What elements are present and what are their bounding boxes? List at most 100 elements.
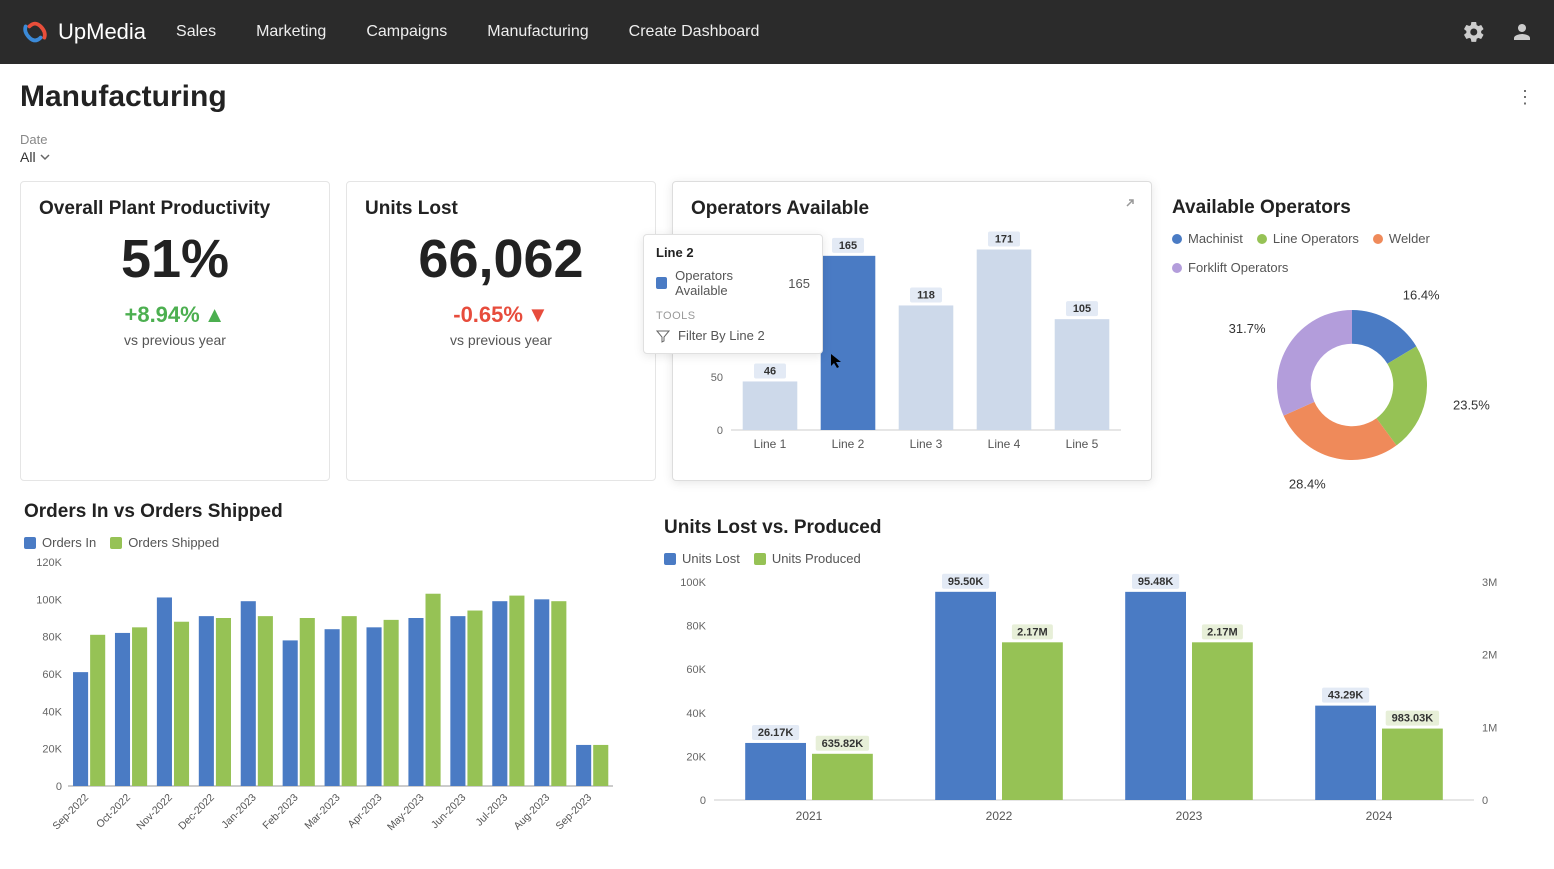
nav-item-create-dashboard[interactable]: Create Dashboard: [629, 23, 760, 41]
svg-text:60K: 60K: [42, 669, 62, 681]
topbar: UpMedia Sales Marketing Campaigns Manufa…: [0, 0, 1554, 64]
card-units-lost: Units Lost 66,062 -0.65% ▼ vs previous y…: [346, 181, 656, 481]
legend-item[interactable]: Forklift Operators: [1172, 260, 1288, 275]
tooltip-tools-label: TOOLS: [656, 310, 810, 322]
svg-text:Line 3: Line 3: [910, 437, 943, 451]
svg-text:Line 2: Line 2: [832, 437, 865, 451]
svg-text:171: 171: [995, 234, 1013, 246]
svg-text:Sep-2022: Sep-2022: [50, 792, 91, 833]
kpi-change: -0.65% ▼: [365, 302, 637, 328]
units-lost-produced-chart[interactable]: 020K40K60K80K100K01M2M3M26.17K635.82K202…: [664, 572, 1514, 832]
user-icon[interactable]: [1510, 20, 1534, 44]
tooltip-filter-action[interactable]: Filter By Line 2: [656, 328, 810, 343]
triangle-up-icon: ▲: [204, 302, 226, 328]
svg-text:983.03K: 983.03K: [1392, 713, 1434, 725]
svg-text:40K: 40K: [42, 706, 62, 718]
svg-text:105: 105: [1073, 303, 1091, 315]
svg-text:Oct-2022: Oct-2022: [94, 792, 133, 831]
svg-text:40K: 40K: [686, 708, 706, 720]
orders-legend: Orders In Orders Shipped: [24, 535, 636, 550]
kpi-sub: vs previous year: [39, 332, 311, 348]
svg-text:1M: 1M: [1482, 722, 1497, 734]
cursor-icon: [829, 352, 845, 368]
tooltip-filter-label: Filter By Line 2: [678, 328, 765, 343]
nav-item-campaigns[interactable]: Campaigns: [366, 23, 447, 41]
svg-text:3M: 3M: [1482, 577, 1497, 589]
svg-text:95.48K: 95.48K: [1138, 576, 1174, 588]
tooltip-swatch: [656, 277, 667, 289]
svg-text:Jul-2023: Jul-2023: [473, 792, 510, 829]
date-filter[interactable]: Date All: [20, 132, 1534, 165]
svg-text:0: 0: [56, 781, 62, 793]
svg-text:100K: 100K: [36, 594, 62, 606]
page-title: Manufacturing: [20, 80, 227, 114]
topbar-actions: [1462, 20, 1534, 44]
legend-item[interactable]: Units Lost: [664, 551, 740, 566]
kpi-value: 51%: [39, 228, 311, 290]
svg-text:2024: 2024: [1366, 809, 1393, 823]
svg-text:2022: 2022: [986, 809, 1013, 823]
available-operators-donut[interactable]: 16.4%23.5%28.4%31.7%: [1172, 275, 1532, 495]
legend-item[interactable]: Line Operators: [1257, 231, 1359, 246]
legend-item[interactable]: Machinist: [1172, 231, 1243, 246]
svg-text:118: 118: [917, 289, 935, 301]
svg-text:0: 0: [700, 795, 706, 807]
svg-text:Apr-2023: Apr-2023: [346, 792, 385, 831]
svg-text:165: 165: [839, 240, 857, 252]
card-title: Available Operators: [1172, 197, 1544, 219]
svg-text:Sep-2023: Sep-2023: [553, 792, 594, 833]
filter-icon: [656, 329, 670, 343]
svg-text:120K: 120K: [36, 557, 62, 569]
nav-item-manufacturing[interactable]: Manufacturing: [487, 23, 588, 41]
svg-text:60K: 60K: [686, 664, 706, 676]
svg-text:2.17M: 2.17M: [1017, 626, 1048, 638]
chevron-down-icon: [40, 152, 50, 162]
svg-text:100K: 100K: [680, 577, 706, 589]
svg-text:Nov-2022: Nov-2022: [134, 792, 175, 833]
svg-text:2021: 2021: [796, 809, 823, 823]
nav-item-marketing[interactable]: Marketing: [256, 23, 326, 41]
more-menu-icon[interactable]: ⋮: [1516, 93, 1534, 101]
orders-chart[interactable]: 020K40K60K80K100K120KSep-2022Oct-2022Nov…: [24, 556, 619, 846]
legend-item[interactable]: Orders In: [24, 535, 96, 550]
legend-item[interactable]: Orders Shipped: [110, 535, 219, 550]
svg-text:May-2023: May-2023: [385, 792, 427, 834]
card-title: Operators Available: [691, 198, 1133, 220]
card-operators-available[interactable]: Operators Available Line 2 Operators Ava…: [672, 181, 1152, 481]
svg-text:Line 4: Line 4: [988, 437, 1021, 451]
legend-item[interactable]: Units Produced: [754, 551, 861, 566]
kpi-sub: vs previous year: [365, 332, 637, 348]
tooltip-title: Line 2: [656, 245, 810, 260]
logo-icon: [20, 17, 50, 47]
triangle-down-icon: ▼: [527, 302, 549, 328]
nav-item-sales[interactable]: Sales: [176, 23, 216, 41]
card-units-lost-produced: Units Lost vs. Produced Units LostUnits …: [660, 501, 1530, 853]
chart-tooltip: Line 2 Operators Available 165 TOOLS Fil…: [643, 234, 823, 354]
svg-text:Line 5: Line 5: [1066, 437, 1099, 451]
svg-text:20K: 20K: [42, 744, 62, 756]
kpi-value: 66,062: [365, 228, 637, 290]
svg-text:23.5%: 23.5%: [1453, 397, 1490, 412]
svg-text:635.82K: 635.82K: [822, 738, 864, 750]
gear-icon[interactable]: [1462, 20, 1486, 44]
brand-logo[interactable]: UpMedia: [20, 17, 146, 47]
kpi-change-text: -0.65%: [453, 302, 523, 328]
card-available-operators: Available Operators Machinist Line Operat…: [1168, 181, 1548, 481]
svg-text:Aug-2023: Aug-2023: [512, 792, 553, 833]
filter-value[interactable]: All: [20, 149, 1534, 165]
card-title: Units Lost: [365, 198, 637, 220]
page-content: Manufacturing ⋮ Date All Overall Plant P…: [0, 64, 1554, 869]
filter-value-text: All: [20, 149, 36, 165]
svg-text:2.17M: 2.17M: [1207, 626, 1238, 638]
ulp-legend: Units Lost Units Produced: [664, 551, 1526, 566]
legend-item[interactable]: Welder: [1373, 231, 1430, 246]
tooltip-series-label: Operators Available: [675, 268, 780, 298]
svg-text:Line 1: Line 1: [754, 437, 787, 451]
card-title: Orders In vs Orders Shipped: [24, 501, 636, 523]
expand-icon[interactable]: [1123, 196, 1137, 215]
svg-text:0: 0: [717, 425, 723, 437]
card-orders: Orders In vs Orders Shipped Orders InOrd…: [20, 501, 640, 853]
svg-text:80K: 80K: [686, 621, 706, 633]
svg-text:16.4%: 16.4%: [1403, 287, 1440, 302]
svg-text:50: 50: [711, 372, 723, 384]
